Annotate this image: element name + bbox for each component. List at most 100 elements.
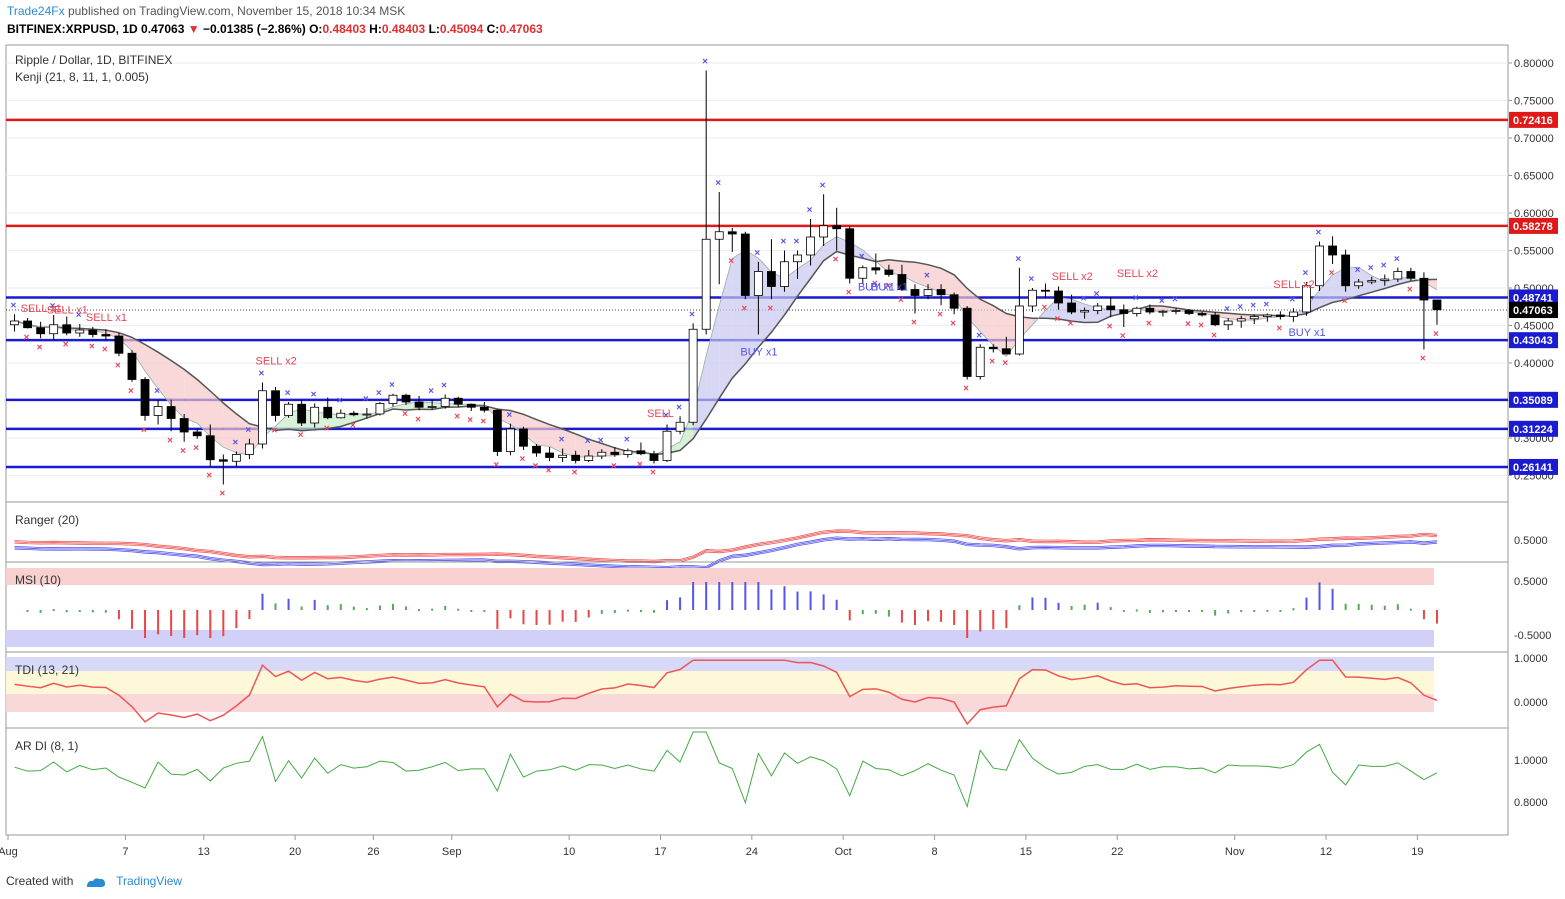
y-tick-label: 0.65000	[1514, 171, 1554, 183]
msi-bar	[1044, 597, 1047, 610]
candle-down	[414, 401, 424, 408]
msi-bar	[1344, 603, 1347, 610]
sell-signal-label: SELL	[647, 408, 674, 420]
candle-up	[623, 450, 633, 455]
x-tick-label: 24	[746, 846, 758, 858]
stop-mark: ×	[872, 279, 878, 290]
stop-mark: ×	[676, 402, 682, 413]
x-tick-label: 10	[563, 846, 575, 858]
stop-mark: ×	[1289, 294, 1295, 305]
x-tick-label: 17	[654, 846, 666, 858]
chart-area[interactable]: × × × × × × × × × × × × × × × × × × × × × × × × × × × × × × × × × × × × × × × ×…	[0, 40, 1565, 872]
msi-bar	[874, 610, 877, 614]
candle-down	[1406, 271, 1416, 279]
stop-mark: ×	[1355, 265, 1361, 276]
stop-mark: ×	[506, 410, 512, 421]
band-segment	[1384, 278, 1398, 289]
msi-bar	[744, 582, 747, 610]
ardi-panel[interactable]: 1.0000 0.8000	[14, 731, 1548, 809]
level-label: 0.72416	[1513, 115, 1553, 127]
msi-bar	[835, 599, 838, 610]
msi-bar	[300, 606, 303, 610]
candle-down	[740, 233, 750, 296]
tradingview-link[interactable]: TradingView	[116, 874, 183, 888]
candle-up	[310, 406, 320, 424]
candle-down	[1432, 299, 1442, 311]
stop-mark: ×	[794, 237, 800, 248]
chart-title: Ripple / Dollar, 1D, BITFINEX	[15, 53, 172, 67]
msi-bar	[966, 610, 969, 638]
stop-mark: ×	[689, 309, 695, 320]
stop-mark: ×	[754, 248, 760, 259]
candle-down	[962, 307, 972, 377]
horizontal-levels[interactable]	[6, 118, 1508, 469]
band-segment	[1371, 275, 1385, 293]
msi-bar	[1122, 610, 1125, 612]
y-tick-label: 0.60000	[1514, 208, 1554, 220]
candle-down	[1184, 310, 1194, 314]
msi-panel[interactable]: 0.5000 -0.5000	[6, 568, 1551, 647]
candle-down	[349, 412, 359, 416]
candle-up	[1236, 318, 1246, 322]
stop-mark: ×	[1407, 285, 1413, 296]
stop-mark: ×	[232, 438, 238, 449]
price-label-box	[1509, 332, 1558, 349]
candle-down	[297, 403, 307, 424]
stop-mark: ×	[167, 435, 173, 446]
msi-bar	[679, 597, 682, 610]
ranger-panel[interactable]: 0.5000	[14, 529, 1548, 570]
candle-down	[649, 453, 659, 461]
band-segment	[1319, 274, 1333, 308]
tradingview-logo-icon	[86, 878, 105, 887]
signal-markers: × × × × × × × × × × × × × × × × × × × × × × × × × × × × × × × × × × × × × × × ×…	[11, 57, 1439, 500]
candle-up	[1367, 280, 1377, 283]
candle-down	[1341, 254, 1351, 287]
ranger-upper-line	[14, 530, 1438, 562]
sell-signal-label: SELL x2	[1052, 271, 1093, 283]
y-tick-label: 0.70000	[1514, 133, 1554, 145]
high-label: H:	[369, 22, 382, 36]
stop-mark: ×	[324, 423, 330, 434]
msi-bar	[979, 610, 982, 632]
level-label: 0.35089	[1513, 395, 1553, 407]
price-axis[interactable]: 0.250000.300000.350000.400000.450000.500…	[1508, 58, 1558, 483]
author-name[interactable]: Trade24Fx	[7, 4, 65, 18]
msi-bar	[1148, 610, 1151, 613]
tdi-panel[interactable]: 1.0000 0.0000	[6, 653, 1548, 726]
x-tick-label: 20	[289, 846, 301, 858]
msi-bar	[613, 610, 616, 613]
msi-bar	[483, 610, 486, 613]
created-with-text: Created with	[6, 874, 74, 888]
msi-bar	[1214, 610, 1217, 616]
msi-bar	[992, 610, 995, 630]
x-tick-label: Nov	[1225, 846, 1245, 858]
stop-mark: ×	[885, 281, 891, 292]
msi-bar	[222, 610, 225, 637]
time-axis[interactable]: Aug 7 13 20 26 Sep 10 17 24 Oct 8 15 22 Nov 12 19	[0, 835, 1424, 858]
band-segment	[210, 391, 224, 448]
stop-mark: ×	[1172, 294, 1178, 305]
msi-bar	[757, 582, 760, 610]
tdi-tick: 0.0000	[1514, 697, 1548, 709]
stop-mark: ×	[76, 310, 82, 321]
msi-bar	[1331, 588, 1334, 610]
ranger-label: Ranger (20)	[15, 513, 79, 527]
stop-mark: ×	[272, 426, 278, 437]
stop-mark: ×	[572, 468, 578, 479]
candle-down	[88, 329, 98, 335]
msi-bar	[587, 610, 590, 618]
candle-down	[1119, 309, 1129, 314]
stop-mark: ×	[480, 417, 486, 428]
candle-up	[1223, 320, 1233, 326]
stop-mark: ×	[206, 471, 212, 482]
x-tick-label: 15	[1020, 846, 1032, 858]
tdi-tick: 1.0000	[1514, 653, 1548, 665]
candles[interactable]	[10, 70, 1442, 485]
msi-bar	[1201, 610, 1204, 612]
stop-mark: ×	[559, 435, 565, 446]
last-price-box	[1509, 302, 1558, 319]
candle-up	[75, 329, 85, 334]
candle-up	[662, 430, 672, 461]
msi-bar	[261, 593, 264, 610]
stop-mark: ×	[1107, 321, 1113, 332]
